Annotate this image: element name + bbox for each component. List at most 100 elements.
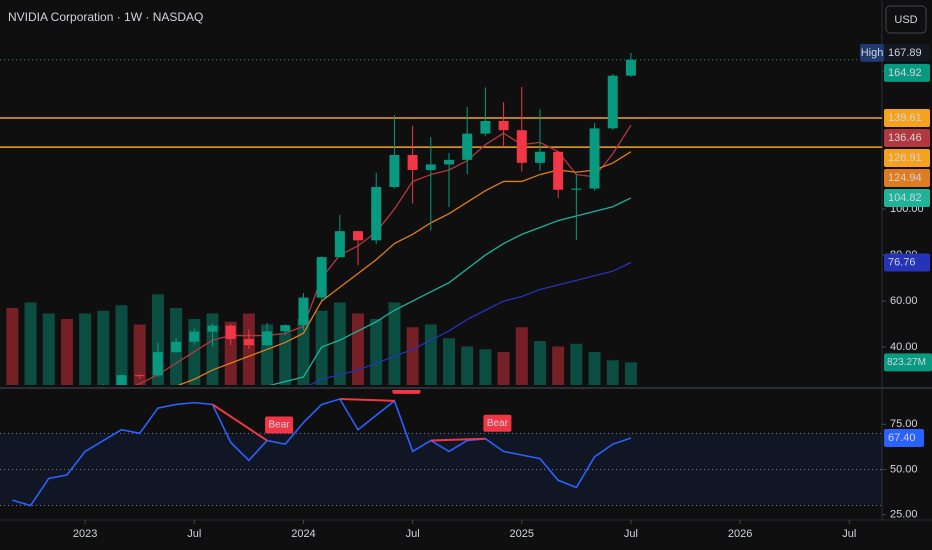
candle-body (607, 75, 618, 129)
y-tick-label: 25.00 (890, 508, 918, 520)
candle-body (262, 331, 273, 346)
price-tag-label: 139.61 (888, 112, 922, 124)
price-panel (0, 52, 882, 385)
price-tag (884, 128, 930, 147)
currency-button[interactable] (885, 5, 927, 34)
x-tick-label: 2026 (728, 528, 752, 540)
divergence-badge (392, 390, 421, 394)
x-tick-label: 2023 (73, 528, 97, 540)
divergence-line (211, 403, 268, 442)
candle-body (553, 151, 564, 190)
candle-body (207, 325, 218, 332)
x-tick-label: Jul (187, 528, 201, 540)
currency-label[interactable]: USD (894, 14, 917, 26)
divergence-badge (265, 416, 294, 434)
volume-bar (115, 305, 128, 385)
candle-body (625, 59, 636, 76)
volume-bar (479, 349, 492, 385)
rsi-line (12, 398, 632, 507)
price-tag (884, 168, 930, 187)
volume-bar (443, 338, 456, 385)
y-tick-label: 75.00 (890, 418, 918, 430)
x-tick-label: Jul (624, 528, 638, 540)
price-tag-label: 164.92 (888, 67, 922, 79)
divergence-badge (483, 414, 512, 432)
candle-body (225, 325, 236, 340)
rsi-panel: Bear Bear Bear (0, 390, 882, 507)
rsi-tag (884, 429, 924, 448)
axes: 40.0060.0080.00100.00160.00167.89High164… (73, 43, 932, 540)
price-tag (884, 148, 930, 167)
high-badge (860, 43, 884, 62)
volume-bar (242, 313, 255, 385)
chart-title: NVIDIA Corporation · 1W · NASDAQ (8, 10, 203, 24)
x-tick-label: Jul (406, 528, 420, 540)
price-tag-label: 167.89 (888, 47, 922, 59)
candle-body (444, 159, 455, 165)
volume-bar (406, 327, 419, 385)
price-tag-label: 76.76 (888, 256, 916, 268)
candle-body (589, 128, 600, 189)
candle-body (316, 257, 327, 298)
price-tag (884, 43, 930, 62)
candle-body (534, 151, 545, 163)
candle-body (280, 325, 291, 332)
candle-body (425, 164, 436, 170)
x-tick-label: 2024 (291, 528, 315, 540)
candle-body (134, 375, 145, 377)
price-tag (884, 253, 930, 272)
x-tick-label: Jul (842, 528, 856, 540)
volume-bar (79, 313, 92, 385)
candle-body (516, 130, 527, 163)
volume-bar (6, 308, 19, 385)
candle-body (171, 341, 182, 353)
price-tag (884, 188, 930, 207)
candle-body (353, 231, 364, 241)
rsi-tag-label: 67.40 (888, 432, 916, 444)
y-tick-label: 60.00 (890, 295, 918, 307)
divergence-label: Bear (269, 420, 291, 431)
volume-bar (352, 313, 365, 385)
candle-body (389, 155, 400, 187)
volume-bar (133, 324, 146, 385)
volume-bar (515, 327, 528, 385)
volume-bar (497, 352, 510, 385)
price-tag-label: 136.46 (888, 132, 922, 144)
moving-average-line (177, 151, 632, 385)
candle-body (498, 120, 509, 131)
volume-bar (24, 302, 37, 385)
volume-bar (97, 310, 110, 385)
volume-tag (884, 353, 932, 372)
price-tag (884, 108, 930, 127)
volume-bar (533, 341, 546, 385)
candle-body (152, 352, 163, 376)
price-tag (884, 63, 930, 82)
volume-bar (461, 346, 474, 385)
y-tick-label: 40.00 (890, 341, 918, 353)
y-tick-label: 50.00 (890, 463, 918, 475)
volume-bar (297, 319, 310, 385)
price-tag-label: 124.94 (888, 172, 922, 184)
candle-body (407, 155, 418, 170)
volume-bar (570, 343, 583, 385)
candle-body (243, 339, 254, 346)
volume-bar (552, 346, 565, 385)
volume-bar (606, 360, 619, 385)
volume-bar (424, 324, 437, 385)
candle-body (571, 188, 582, 190)
divergence-line (430, 437, 486, 442)
x-tick-label: 2025 (510, 528, 534, 540)
volume-bar (388, 302, 401, 385)
candle-body (371, 186, 382, 241)
moving-average-line (308, 261, 632, 385)
volume-bar (370, 319, 383, 385)
high-label: High (861, 47, 884, 59)
candle-body (334, 231, 345, 258)
volume-bar (60, 319, 73, 385)
candle-body (462, 133, 473, 160)
price-tag-label: 126.91 (888, 152, 922, 164)
divergence-line (339, 398, 395, 402)
moving-average-line (268, 197, 632, 385)
